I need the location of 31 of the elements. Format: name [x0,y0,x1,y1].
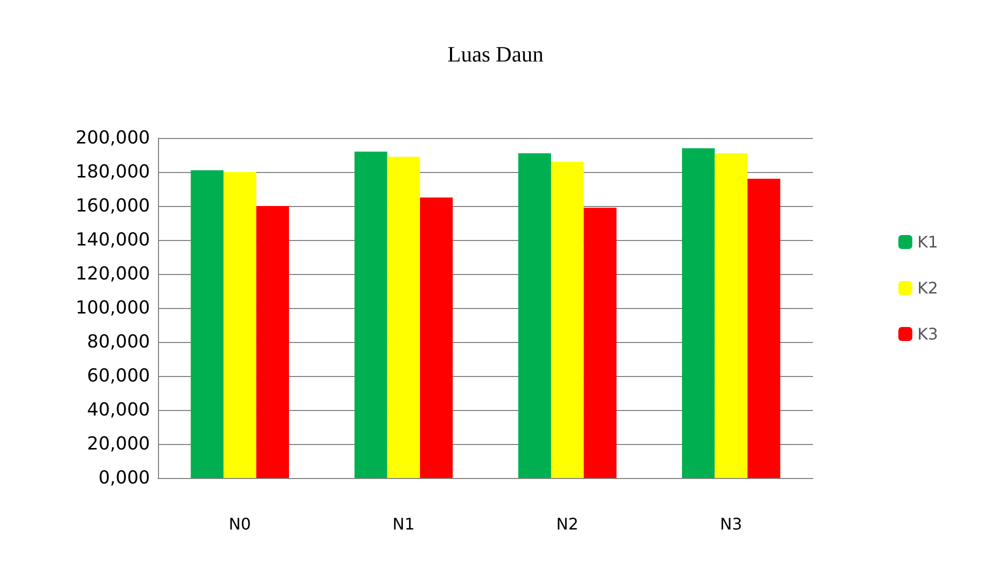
bar [682,148,715,478]
legend-label: K1 [917,232,938,252]
x-tick-label: N2 [556,514,578,534]
legend-label: K2 [917,278,938,298]
bar [551,162,584,478]
y-tick-label: 0,000 [98,468,150,488]
bar [224,172,256,478]
bar [387,156,420,478]
x-tick-label: N3 [720,514,742,534]
y-tick-label: 160,000 [76,196,150,216]
bar [584,208,616,478]
y-tick-label: 80,000 [87,332,150,352]
y-tick-label: 180,000 [76,162,150,182]
y-tick-label: 140,000 [76,230,150,250]
bar [190,170,224,478]
bar [420,198,453,478]
x-tick-label: N0 [228,514,251,534]
chart-title: Luas Daun [448,42,544,66]
y-tick-label: 40,000 [87,400,150,420]
legend-label: K3 [917,324,938,344]
y-tick-label: 120,000 [76,264,150,284]
y-tick-label: 100,000 [76,298,150,318]
bar [748,178,780,478]
y-tick-label: 60,000 [87,366,150,386]
bar [256,206,289,478]
bar [354,152,388,478]
bar [518,153,551,478]
bar [714,153,748,478]
y-tick-label: 200,000 [76,128,150,148]
y-tick-label: 20,000 [87,434,150,454]
x-tick-label: N1 [392,514,415,534]
